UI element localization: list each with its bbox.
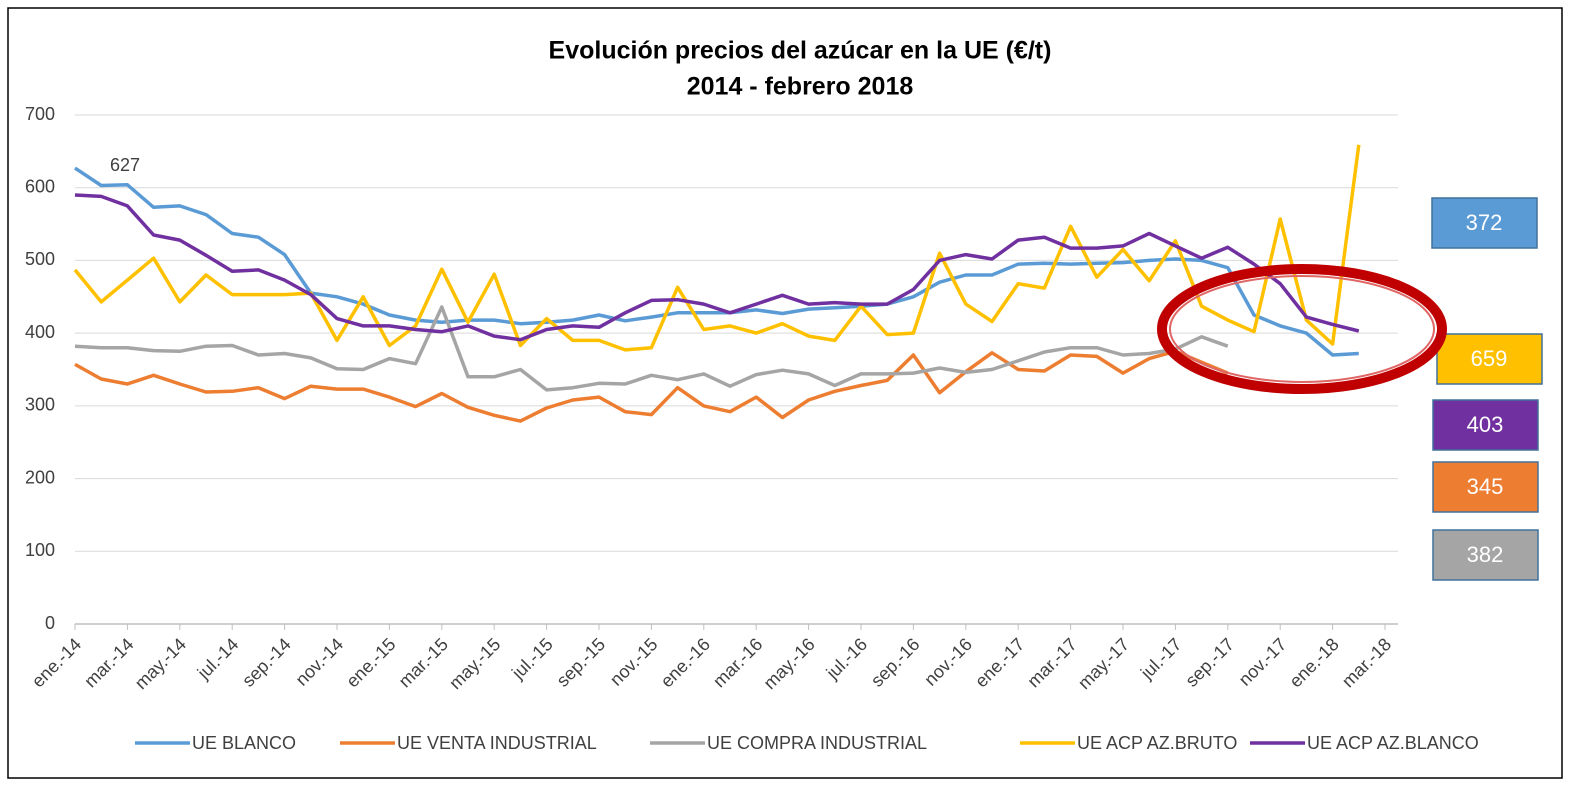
value-box [1432,461,1539,513]
legend-label: UE BLANCO [192,733,296,753]
y-tick-label: 700 [25,104,55,124]
highlight-ellipse-inner [1169,275,1435,383]
series-line [74,193,1360,342]
value-box-label: 345 [1467,474,1504,499]
value-box-label: 403 [1467,412,1504,437]
data-label: 627 [110,155,140,175]
value-box [1436,333,1543,385]
value-box-label: 382 [1467,542,1504,567]
value-box-label: 372 [1466,210,1503,235]
series-line [74,349,1229,423]
value-box [1432,529,1539,581]
chart-title: Evolución precios del azúcar en la UE (€… [549,37,1052,65]
y-tick-label: 300 [25,395,55,415]
value-box [1431,197,1538,249]
y-tick-label: 600 [25,176,55,196]
legend-label: UE COMPRA INDUSTRIAL [707,733,927,753]
value-box-label: 659 [1471,346,1508,371]
series-line [74,166,1359,357]
highlight-ellipse [1157,264,1447,394]
value-box [1432,399,1539,451]
y-tick-label: 200 [25,467,55,487]
series-line [74,305,1229,392]
y-tick-label: 100 [25,540,55,560]
y-tick-label: 500 [25,249,55,269]
legend-label: UE ACP AZ.BLANCO [1307,733,1479,753]
y-tick-label: 0 [45,613,55,633]
series-line [73,144,1361,352]
y-tick-label: 400 [25,322,55,342]
legend-label: UE ACP AZ.BRUTO [1077,733,1237,753]
chart-subtitle: 2014 - febrero 2018 [687,73,914,101]
legend-label: UE VENTA INDUSTRIAL [397,733,597,753]
